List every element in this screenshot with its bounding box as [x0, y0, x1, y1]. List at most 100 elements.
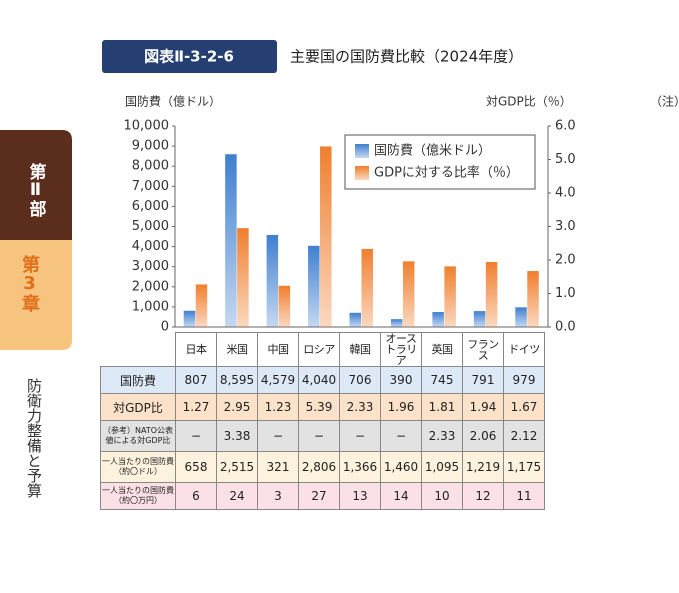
- bar: [390, 319, 403, 327]
- y-tick-label: 5,000: [132, 219, 169, 234]
- y2-axis-label: 対GDP比（％）: [486, 95, 572, 109]
- row-label: （参考）NATO公表値による対GDP比: [100, 420, 176, 452]
- x-tick-label: 英国: [421, 332, 463, 367]
- table-cell: 1.96: [380, 393, 422, 421]
- table-cell: 1,175: [503, 451, 545, 483]
- bar: [225, 154, 237, 327]
- x-tick-label: ロシア: [298, 332, 340, 367]
- row-label: 一人当たりの国防費（約〇ドル）: [100, 451, 176, 483]
- table-row: 一人当たりの国防費（約〇ドル） 658 2,515 321 2,806 1,366 1,46…: [100, 451, 545, 483]
- y2-tick-label: 3.0: [555, 219, 576, 234]
- bar: [266, 234, 279, 327]
- table-cell: 8,595: [216, 366, 258, 394]
- table-cell: 4,579: [257, 366, 299, 394]
- table-cell: 1,095: [421, 451, 463, 483]
- y-tick-label: 9,000: [132, 139, 169, 154]
- table-cell: 2,515: [216, 451, 258, 483]
- note: （注）: [650, 94, 679, 109]
- x-tick-label: 日本: [175, 332, 217, 367]
- bar: [527, 271, 539, 327]
- part-tab: [0, 130, 72, 240]
- table-row: 日本 米国 中国 ロシア 韓国 オーストラリア 英国 フランス ドイツ: [101, 332, 545, 367]
- bar: [485, 262, 498, 327]
- chart-title: 主要国の国防費比較（2024年度）: [290, 48, 523, 66]
- bar: [349, 312, 361, 327]
- table-cell: 1.94: [462, 393, 504, 421]
- chapter-box: 第3章: [19, 255, 40, 312]
- table-cell: 1,460: [380, 451, 422, 483]
- y2-tick-label: 0.0: [555, 320, 576, 335]
- data-table: 日本 米国 中国 ロシア 韓国 オーストラリア 英国 フランス ドイツ 国防費 807 8,595 4,…: [100, 332, 545, 510]
- table-cell: 14: [380, 482, 422, 510]
- bar: [183, 310, 196, 327]
- legend-swatch: [355, 166, 369, 180]
- bar: [444, 266, 456, 327]
- table-cell: 2.95: [216, 393, 258, 421]
- part-box: 第Ⅱ部: [25, 163, 46, 217]
- table-cell: −: [257, 420, 299, 452]
- bar: [278, 285, 291, 327]
- table-cell: 10: [421, 482, 463, 510]
- bar: [320, 146, 332, 327]
- table-cell: 791: [462, 366, 504, 394]
- legend-box: [344, 134, 536, 190]
- table-row: 対GDP比 1.27 2.95 1.23 5.39 2.33 1.96 1.81 1.94 1.6…: [100, 393, 545, 421]
- table-cell: 390: [380, 366, 422, 394]
- table-cell: 5.39: [298, 393, 340, 421]
- x-tick-label: 米国: [216, 332, 258, 367]
- legend-label: GDPに対する比率（％）: [374, 165, 519, 181]
- x-tick-label: 韓国: [339, 332, 381, 367]
- y-tick-label: 1,000: [132, 299, 169, 314]
- table-cell: 6: [175, 482, 217, 510]
- table-cell: 2,806: [298, 451, 340, 483]
- y2-tick-label: 4.0: [555, 186, 576, 201]
- figure-label-box: [102, 40, 277, 73]
- row-label: 一人当たりの国防費（約〇万円）: [100, 482, 176, 510]
- table-cell: 2.33: [339, 393, 381, 421]
- bar: [473, 311, 486, 327]
- table-cell: 1,219: [462, 451, 504, 483]
- y2-tick-label: 6.0: [555, 119, 576, 134]
- table-row: 一人当たりの国防費（約〇万円） 6 24 3 27 13 14 10 12 11: [100, 482, 545, 510]
- bar: [402, 261, 415, 327]
- y-tick-label: 4,000: [132, 239, 169, 254]
- table-cell: 3.38: [216, 420, 258, 452]
- figure-label: 図表Ⅱ-3-2-6: [144, 48, 234, 66]
- table-cell: 1,366: [339, 451, 381, 483]
- section-text: 防衛力整備と予算: [25, 378, 43, 498]
- bar: [308, 245, 320, 327]
- table-cell: 11: [503, 482, 545, 510]
- table-cell: −: [339, 420, 381, 452]
- table-cell: 321: [257, 451, 299, 483]
- table-cell: 4,040: [298, 366, 340, 394]
- part-text: 第Ⅱ部: [25, 163, 46, 217]
- chapter-tab: [0, 240, 72, 350]
- chapter-text: 第3章: [19, 255, 40, 312]
- y-tick-label: 0: [161, 320, 169, 335]
- table-cell: 807: [175, 366, 217, 394]
- legend-label: 国防費（億米ドル）: [374, 143, 491, 159]
- table-cell: −: [380, 420, 422, 452]
- table-cell: −: [175, 420, 217, 452]
- bar: [432, 312, 444, 327]
- table-row: （参考）NATO公表値による対GDP比 −3.38− − − −2.33 2.06 2.12: [100, 420, 545, 452]
- table-cell: 658: [175, 451, 217, 483]
- table-cell: 745: [421, 366, 463, 394]
- table-cell: 1.67: [503, 393, 545, 421]
- table-cell: 706: [339, 366, 381, 394]
- table-cell: 2.06: [462, 420, 504, 452]
- y-tick-label: 8,000: [132, 159, 169, 174]
- table-cell: 13: [339, 482, 381, 510]
- y-axis-label: 国防費（億ドル）: [125, 94, 221, 109]
- x-tick-label: ドイツ: [503, 332, 545, 367]
- table-row: 国防費 807 8,595 4,579 4,040 706 390 745 791 979: [100, 366, 545, 394]
- table-cell: 979: [503, 366, 545, 394]
- bar: [361, 248, 373, 327]
- table-cell: 12: [462, 482, 504, 510]
- y-tick-label: 3,000: [132, 259, 169, 274]
- table-cell: 1.27: [175, 393, 217, 421]
- table-cell: −: [298, 420, 340, 452]
- table-cell: 3: [257, 482, 299, 510]
